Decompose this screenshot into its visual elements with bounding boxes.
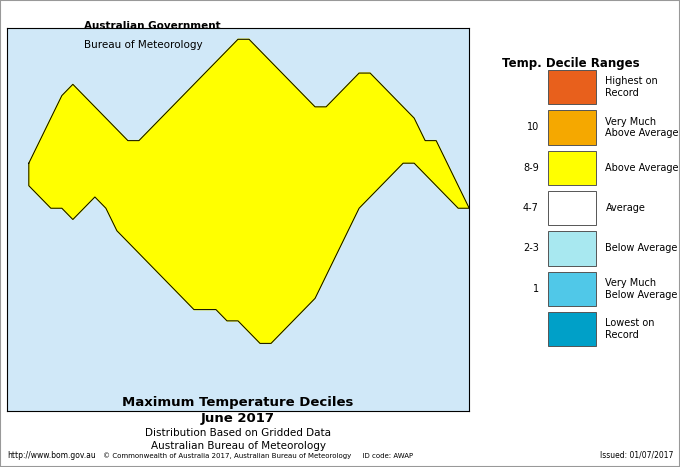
Text: Above Average: Above Average — [605, 163, 679, 173]
Text: 4-7: 4-7 — [523, 203, 539, 213]
Text: © Commonwealth of Australia 2017, Australian Bureau of Meteorology     ID code: : © Commonwealth of Australia 2017, Austra… — [103, 452, 413, 459]
Text: http://www.bom.gov.au: http://www.bom.gov.au — [7, 451, 96, 460]
Text: Lowest on
Record: Lowest on Record — [605, 318, 655, 340]
FancyBboxPatch shape — [548, 312, 596, 347]
Text: June 2017: June 2017 — [201, 412, 275, 425]
Text: Temp. Decile Ranges: Temp. Decile Ranges — [503, 57, 640, 70]
FancyBboxPatch shape — [548, 231, 596, 266]
FancyBboxPatch shape — [548, 110, 596, 145]
Text: Very Much
Below Average: Very Much Below Average — [605, 278, 678, 300]
Text: Australian Government: Australian Government — [84, 21, 221, 31]
Text: 10: 10 — [526, 122, 539, 133]
FancyBboxPatch shape — [548, 70, 596, 104]
Text: Highest on
Record: Highest on Record — [605, 76, 658, 98]
Text: Australian Bureau of Meteorology: Australian Bureau of Meteorology — [150, 441, 326, 451]
FancyBboxPatch shape — [548, 191, 596, 225]
FancyBboxPatch shape — [548, 150, 596, 185]
Text: Average: Average — [605, 203, 645, 213]
Text: 8-9: 8-9 — [523, 163, 539, 173]
Text: Very Much
Above Average: Very Much Above Average — [605, 117, 679, 138]
Text: Issued: 01/07/2017: Issued: 01/07/2017 — [600, 451, 673, 460]
Text: Maximum Temperature Deciles: Maximum Temperature Deciles — [122, 396, 354, 409]
Text: Bureau of Meteorology: Bureau of Meteorology — [84, 40, 203, 50]
Text: Distribution Based on Gridded Data: Distribution Based on Gridded Data — [145, 428, 331, 438]
Text: Below Average: Below Average — [605, 243, 678, 254]
Text: 2-3: 2-3 — [523, 243, 539, 254]
FancyBboxPatch shape — [548, 272, 596, 306]
Polygon shape — [29, 39, 469, 343]
Text: 1: 1 — [532, 284, 539, 294]
